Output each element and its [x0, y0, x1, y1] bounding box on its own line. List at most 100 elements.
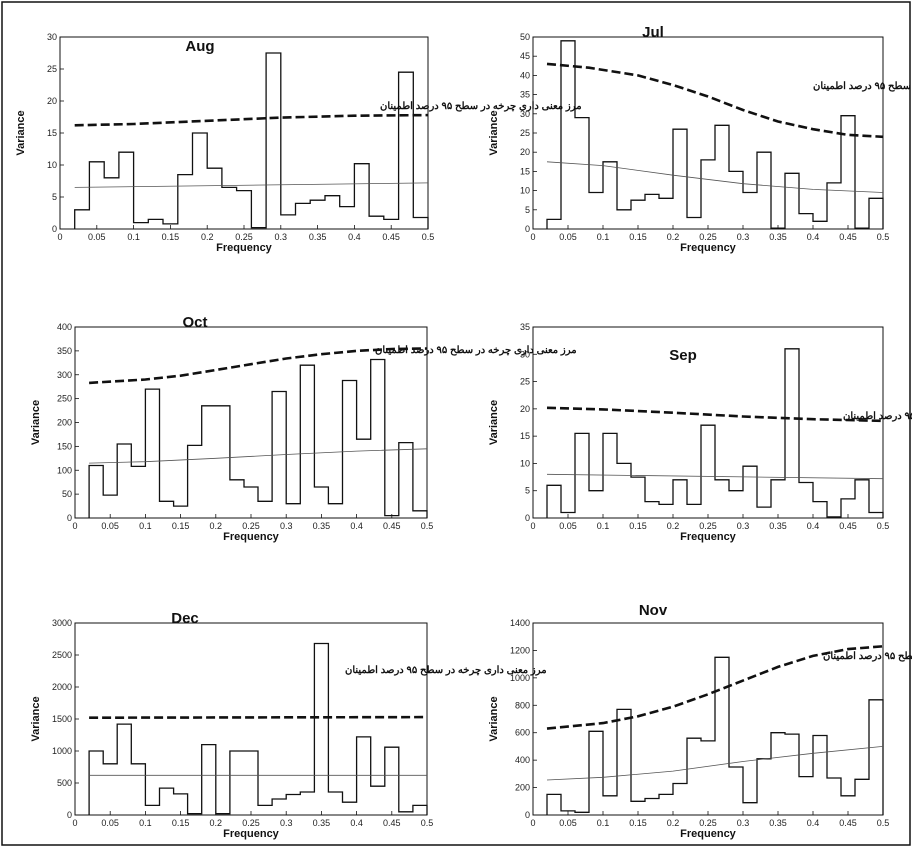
y-tick-label: 1000 [52, 746, 72, 756]
y-axis-label: Variance [30, 696, 42, 741]
x-tick-label: 0 [530, 232, 535, 242]
y-tick-label: 500 [57, 778, 72, 788]
x-tick-label: 0.1 [597, 521, 610, 531]
x-tick-label: 0.05 [559, 232, 577, 242]
x-tick-label: 0.1 [597, 818, 610, 828]
x-tick-label: 0.35 [769, 818, 787, 828]
y-tick-label: 0 [525, 810, 530, 820]
x-tick-label: 0.35 [309, 232, 327, 242]
x-tick-label: 0.4 [350, 818, 363, 828]
y-tick-label: 10 [520, 186, 530, 196]
y-tick-label: 1500 [52, 714, 72, 724]
y-tick-label: 400 [57, 322, 72, 332]
y-tick-label: 600 [515, 728, 530, 738]
x-tick-label: 0.5 [422, 232, 435, 242]
y-tick-label: 50 [62, 489, 72, 499]
x-tick-label: 0.3 [737, 521, 750, 531]
y-tick-label: 35 [520, 90, 530, 100]
y-tick-label: 10 [47, 160, 57, 170]
x-tick-label: 0.4 [807, 521, 820, 531]
x-tick-label: 0.05 [559, 818, 577, 828]
y-axis-label: Variance [488, 110, 500, 155]
y-tick-label: 5 [525, 486, 530, 496]
x-tick-label: 0.2 [201, 232, 214, 242]
x-tick-label: 0.15 [629, 521, 647, 531]
y-tick-label: 45 [520, 51, 530, 61]
significance-annotation: مرز معنی داری چرخه در سطح ۹۵ درصد اطمینا… [375, 345, 577, 356]
x-tick-label: 0.3 [737, 818, 750, 828]
chart-title: Aug [185, 38, 214, 55]
x-tick-label: 0.15 [629, 818, 647, 828]
significance-annotation: مرز معنی داری چرخه در سطح ۹۵ درصد اطمینا… [380, 101, 582, 112]
y-tick-label: 15 [47, 128, 57, 138]
x-tick-label: 0.35 [313, 521, 331, 531]
x-tick-label: 0.35 [769, 232, 787, 242]
x-tick-label: 0 [72, 521, 77, 531]
y-axis-label: Variance [15, 110, 27, 155]
x-axis-label: Frequency [216, 242, 273, 254]
x-tick-label: 0.25 [242, 521, 260, 531]
y-tick-label: 15 [520, 431, 530, 441]
x-tick-label: 0.25 [235, 232, 253, 242]
x-tick-label: 0.5 [877, 818, 890, 828]
x-axis-label: Frequency [680, 531, 737, 543]
x-tick-label: 0.5 [877, 521, 890, 531]
y-tick-label: 35 [520, 322, 530, 332]
x-tick-label: 0.1 [139, 818, 152, 828]
x-tick-label: 0.05 [559, 521, 577, 531]
x-tick-label: 0.45 [839, 818, 857, 828]
chart-title: Oct [182, 314, 207, 331]
chart-title: Sep [669, 347, 697, 364]
y-tick-label: 0 [67, 810, 72, 820]
x-tick-label: 0.4 [348, 232, 361, 242]
x-tick-label: 0.15 [172, 521, 190, 531]
y-tick-label: 20 [520, 147, 530, 157]
x-tick-label: 0.05 [101, 818, 119, 828]
y-tick-label: 0 [525, 513, 530, 523]
y-axis-label: Variance [30, 400, 42, 445]
y-axis-label: Variance [488, 400, 500, 445]
x-tick-label: 0.3 [280, 521, 293, 531]
x-tick-label: 0.45 [383, 521, 401, 531]
x-tick-label: 0.35 [769, 521, 787, 531]
y-tick-label: 15 [520, 166, 530, 176]
y-tick-label: 2500 [52, 650, 72, 660]
x-tick-label: 0.5 [421, 521, 434, 531]
y-tick-label: 1000 [510, 673, 530, 683]
chart-title: Jul [642, 24, 664, 41]
y-tick-label: 30 [520, 349, 530, 359]
x-tick-label: 0.2 [667, 818, 680, 828]
x-tick-label: 0.2 [667, 521, 680, 531]
y-tick-label: 3000 [52, 618, 72, 628]
y-tick-label: 25 [520, 377, 530, 387]
x-tick-label: 0.1 [127, 232, 140, 242]
y-tick-label: 250 [57, 394, 72, 404]
y-tick-label: 800 [515, 700, 530, 710]
x-tick-label: 0.4 [350, 521, 363, 531]
x-tick-label: 0.5 [877, 232, 890, 242]
y-tick-label: 100 [57, 465, 72, 475]
y-tick-label: 0 [52, 224, 57, 234]
x-tick-label: 0.4 [807, 818, 820, 828]
x-tick-label: 0 [530, 818, 535, 828]
y-tick-label: 200 [515, 783, 530, 793]
x-tick-label: 0.15 [629, 232, 647, 242]
chart-title: Dec [171, 610, 199, 627]
x-tick-label: 0.45 [383, 818, 401, 828]
x-tick-label: 0.25 [699, 521, 717, 531]
y-tick-label: 20 [47, 96, 57, 106]
y-tick-label: 50 [520, 32, 530, 42]
x-tick-label: 0.05 [88, 232, 106, 242]
x-tick-label: 0.3 [737, 232, 750, 242]
x-axis-label: Frequency [680, 828, 737, 840]
y-tick-label: 40 [520, 70, 530, 80]
x-tick-label: 0.2 [210, 521, 223, 531]
x-tick-label: 0.15 [162, 232, 180, 242]
x-tick-label: 0.25 [242, 818, 260, 828]
significance-annotation: مرز معنی داری چرخه در سطح ۹۵ درصد اطمینا… [843, 411, 912, 422]
chart-title: Nov [639, 602, 668, 619]
y-tick-label: 1200 [510, 645, 530, 655]
y-tick-label: 20 [520, 404, 530, 414]
